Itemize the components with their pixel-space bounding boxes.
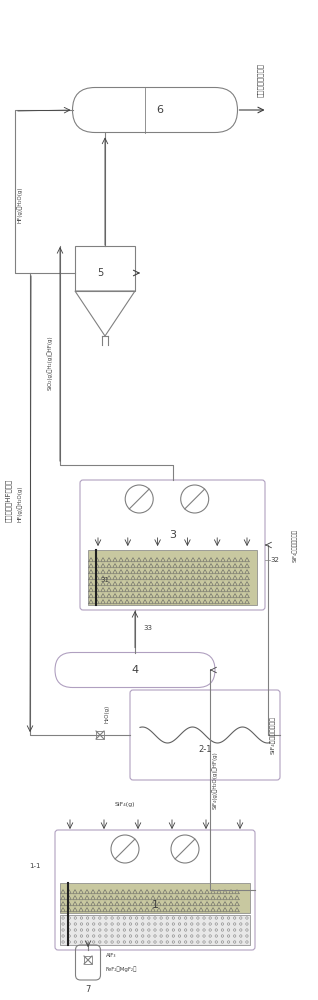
Text: 4: 4 [131, 665, 139, 675]
Bar [84, 956, 92, 964]
Bar [60, 915, 250, 945]
Text: SiF₄(g)、H₂O(g)、HF(g): SiF₄(g)、H₂O(g)、HF(g) [212, 751, 218, 809]
Text: 1: 1 [151, 900, 158, 910]
Text: 6: 6 [156, 105, 163, 115]
Bar [60, 883, 250, 913]
Text: 2-1: 2-1 [198, 746, 212, 754]
Text: 33: 33 [143, 625, 153, 631]
Text: 7: 7 [85, 985, 91, 994]
Bar [88, 550, 257, 605]
Text: 1-1: 1-1 [29, 863, 41, 869]
Text: SiF₄、水蒸气混合气: SiF₄、水蒸气混合气 [270, 716, 276, 754]
Text: 32: 32 [270, 557, 279, 563]
Bar [96, 731, 104, 739]
Text: FeF₂、MgF₂等: FeF₂、MgF₂等 [106, 967, 137, 972]
Text: AlF₃: AlF₃ [106, 953, 116, 958]
Text: SiF₄、水蒸气混合气: SiF₄、水蒸气混合气 [292, 528, 298, 562]
Text: 补充水配成HF氢氟酸: 补充水配成HF氢氟酸 [5, 478, 11, 522]
Text: SiF₄(g): SiF₄(g) [115, 802, 135, 807]
Text: 3: 3 [169, 530, 176, 540]
Text: SiO₂(g)、H₂(g)、HF(g): SiO₂(g)、H₂(g)、HF(g) [47, 336, 53, 390]
Text: 31: 31 [100, 577, 109, 583]
Text: 5: 5 [97, 268, 103, 278]
Text: 成品气相二氧化硅: 成品气相二氧化硅 [258, 63, 264, 97]
Text: HF(g)、H₂O(g): HF(g)、H₂O(g) [17, 486, 23, 522]
Bar [75, 246, 135, 291]
Text: H₂O(g): H₂O(g) [105, 705, 110, 723]
Text: HF(g)、H₂O(g): HF(g)、H₂O(g) [17, 187, 23, 223]
